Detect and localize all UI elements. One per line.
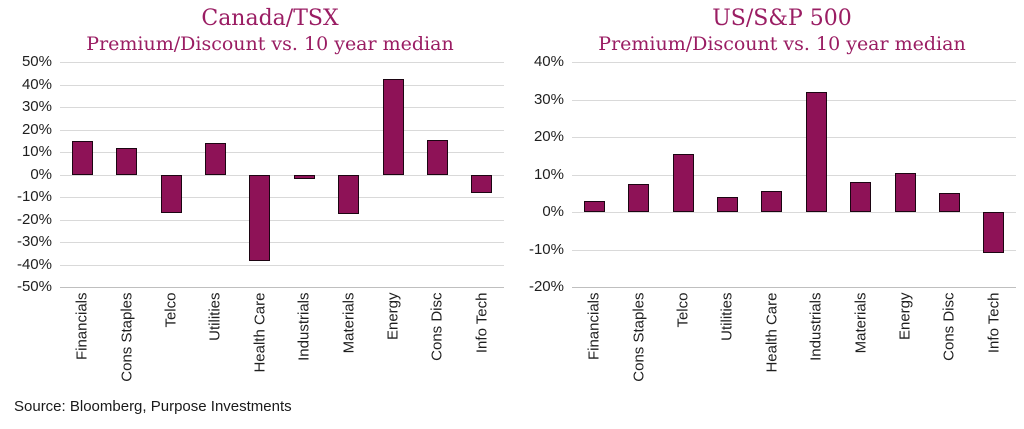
bar-energy [894,172,916,212]
bar-utilities [716,197,738,212]
y-tick-label: 20% [21,120,52,138]
y-tick-label: 10% [21,143,52,160]
y-tick-label: 0% [542,203,564,220]
gridline [572,249,1016,251]
y-tick-label: 30% [21,98,52,115]
y-tick-label: -30% [16,233,52,250]
x-category-label: Energy [896,292,914,341]
x-category-label: Energy [384,292,402,341]
gridline [60,242,504,243]
gridline [60,287,504,288]
x-category-label: Materials [852,292,870,354]
bar-cons-staples [116,147,138,175]
x-category-label: Info Tech [985,292,1003,354]
y-tick-label: -40% [16,255,52,273]
plot-area [60,62,504,288]
gridline [60,129,504,131]
gridline [60,84,504,86]
chart-title: US/S&P 500 [712,6,852,31]
chart-canada-tsx: Canada/TSX Premium/Discount vs. 10 year … [0,0,504,429]
y-axis-labels: 40% 30% 20% 10% 0% -10% -20% [512,0,566,429]
x-axis-labels: Financials Cons Staples Telco Utilities Heal… [60,291,504,391]
bar-energy [382,78,404,175]
x-category-label: Utilities [718,292,736,341]
chart-subtitle: Premium/Discount vs. 10 year median [86,33,454,55]
gridline [572,212,1016,213]
chart-us-sp500: US/S&P 500 Premium/Discount vs. 10 year … [512,0,1024,429]
y-tick-label: -10% [16,188,52,205]
x-category-label: Industrials [807,292,825,361]
x-category-label: Health Care [251,292,269,373]
x-axis-labels: Financials Cons Staples Telco Utilities Heal… [572,291,1016,391]
gridline [572,174,1016,176]
y-tick-label: 20% [533,128,564,145]
chart-subtitle: Premium/Discount vs. 10 year median [598,33,966,55]
x-category-label: Financials [73,292,91,361]
bar-cons-staples [628,183,650,212]
x-category-label: Telco [674,292,692,328]
x-category-label: Industrials [295,292,313,361]
y-tick-label: 50% [21,53,52,70]
x-category-label: Cons Staples [118,292,136,382]
gridline [60,197,504,198]
gridline [572,137,1016,138]
y-tick-label: -10% [528,240,564,258]
x-category-label: Utilities [206,292,224,341]
bar-materials [338,174,360,214]
bar-telco [672,153,694,212]
bar-industrials [293,174,315,179]
bar-utilities [204,143,226,175]
y-tick-label: 40% [21,75,52,93]
bar-telco [160,174,182,213]
bar-info-tech [983,212,1005,254]
x-category-label: Telco [162,292,180,328]
gridline [60,264,504,266]
y-tick-label: -50% [16,278,52,295]
x-category-label: Cons Disc [428,292,446,361]
x-category-label: Cons Disc [940,292,958,361]
bar-financials [583,200,605,212]
gridline [572,287,1016,288]
y-tick-label: -20% [528,278,564,295]
x-category-label: Info Tech [473,292,491,354]
bar-cons-disc [426,139,448,175]
y-axis-labels: 50% 40% 30% 20% 10% 0% -10% -20% -30% -40% -50% [0,0,54,429]
y-tick-label: 30% [533,90,564,108]
gridline [60,152,504,153]
x-category-label: Health Care [763,292,781,373]
bar-info-tech [471,174,493,193]
bar-industrials [805,92,827,212]
y-tick-label: 0% [30,165,52,183]
bar-cons-disc [938,193,960,212]
source-note: Source: Bloomberg, Purpose Investments [14,398,292,415]
gridline [572,99,1016,101]
y-tick-label: 40% [533,53,564,70]
bar-financials [71,140,93,175]
gridline [60,174,504,176]
y-tick-label: -20% [16,210,52,228]
gridline [60,219,504,221]
plot-area [572,62,1016,288]
bar-materials [850,182,872,212]
chart-title: Canada/TSX [201,6,339,31]
bar-health-care [761,191,783,212]
x-category-label: Materials [340,292,358,354]
gridline [60,62,504,63]
x-category-label: Cons Staples [630,292,648,382]
y-tick-label: 10% [533,165,564,183]
gridline [572,62,1016,63]
gridline [60,107,504,108]
bar-health-care [249,174,271,262]
x-category-label: Financials [585,292,603,361]
